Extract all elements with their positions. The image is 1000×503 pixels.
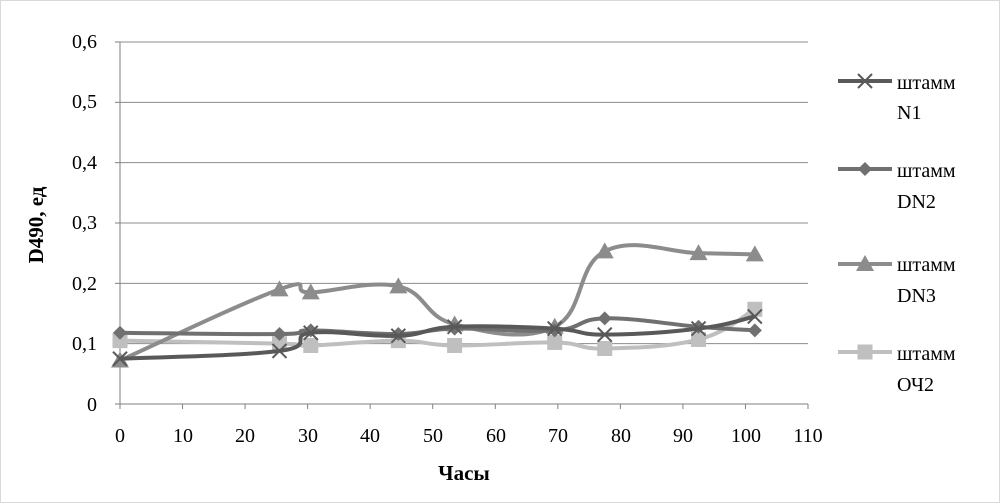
- gridlines: [120, 41, 808, 345]
- data-point-diamond: [272, 327, 287, 342]
- x-tick-label: 60: [486, 425, 506, 447]
- x-tick-label: 30: [298, 425, 318, 447]
- data-point-cross: [546, 320, 563, 337]
- data-point-cross: [597, 326, 613, 343]
- legend-label-line2: DN2: [897, 191, 936, 213]
- data-point-triangle: [389, 277, 408, 294]
- data-point-square: [691, 331, 707, 347]
- y-tick-label: 0,2: [72, 273, 97, 295]
- data-point-diamond: [597, 311, 612, 326]
- data-point-diamond: [858, 162, 872, 176]
- x-tick-label: 10: [173, 425, 193, 447]
- data-point-cross: [303, 325, 319, 341]
- data-point-cross: [747, 308, 763, 325]
- data-point-square: [547, 334, 563, 350]
- x-tick-label: 90: [673, 425, 693, 447]
- cross-stroke: [546, 320, 563, 337]
- y-tick-label: 0,3: [72, 212, 97, 234]
- series-3: [112, 301, 763, 356]
- data-point-triangle: [856, 255, 874, 271]
- x-tick-label: 110: [793, 425, 822, 447]
- legend-symbol-och2: [838, 344, 892, 360]
- legend-label-line2: N1: [897, 102, 921, 124]
- data-point-cross: [390, 328, 407, 344]
- data-point-square: [447, 337, 463, 353]
- data-point-diamond: [747, 323, 762, 338]
- cross-stroke: [747, 308, 763, 325]
- series-2: [111, 242, 764, 368]
- legend-label-line1: штамм: [897, 343, 956, 365]
- data-point-square: [597, 340, 613, 356]
- y-tick-label: 0,6: [72, 31, 97, 53]
- legend-symbol-n1: [838, 73, 892, 89]
- y-tick-labels: 0 0,1 0,2 0,3 0,4 0,5 0,6: [72, 31, 97, 416]
- x-tick-label: 0: [115, 425, 125, 447]
- cross-stroke: [857, 73, 873, 89]
- data-point-triangle: [689, 244, 708, 261]
- data-point-square: [112, 333, 128, 349]
- legend-label-line2: DN3: [897, 285, 936, 307]
- y-tick-label: 0: [87, 394, 97, 416]
- series-layer: [111, 242, 764, 368]
- data-point-cross: [857, 73, 873, 89]
- x-tick-label: 40: [360, 425, 380, 447]
- x-axis-title: Часы: [438, 461, 490, 485]
- y-axis-title: D490, ед: [24, 186, 48, 263]
- data-point-triangle: [301, 283, 320, 300]
- legend-symbol-dn3: [838, 255, 892, 271]
- x-tick-label: 70: [548, 425, 568, 447]
- data-point-diamond: [113, 325, 127, 340]
- legend-symbol-dn2: [838, 162, 892, 176]
- cross-stroke: [446, 319, 463, 335]
- data-point-triangle: [745, 245, 764, 262]
- x-tick-label: 80: [611, 425, 631, 447]
- data-point-cross: [690, 320, 707, 337]
- data-point-square: [857, 344, 873, 360]
- x-tick-label: 50: [423, 425, 443, 447]
- legend-label-line1: штамм: [897, 254, 956, 276]
- data-point-cross: [271, 343, 288, 359]
- legend-label-line2: ОЧ2: [897, 374, 934, 396]
- cross-stroke: [112, 351, 128, 367]
- cross-stroke: [303, 325, 319, 341]
- cross-stroke: [690, 320, 707, 337]
- cross-stroke: [390, 328, 407, 344]
- legend-label-line1: штамм: [897, 72, 956, 94]
- data-point-square: [747, 301, 763, 317]
- series-0: [112, 308, 763, 367]
- data-point-triangle: [270, 280, 289, 297]
- data-point-cross: [446, 319, 463, 335]
- x-tick-labels: 0 10 20 30 40 50 60 70 80 90 100 110: [115, 425, 823, 447]
- data-point-triangle: [595, 242, 614, 259]
- y-tick-label: 0,1: [72, 333, 97, 355]
- y-tick-label: 0,4: [72, 152, 97, 174]
- x-tick-label: 100: [731, 425, 761, 447]
- cross-stroke: [271, 343, 288, 359]
- legend: штамм N1 штамм DN2 штамм DN3 штамм ОЧ2: [838, 72, 956, 396]
- legend-label-line1: штамм: [897, 160, 956, 182]
- y-tick-label: 0,5: [72, 91, 97, 113]
- data-point-square: [303, 337, 319, 353]
- x-tick-label: 20: [235, 425, 255, 447]
- cross-stroke: [597, 326, 613, 343]
- data-point-cross: [112, 351, 128, 367]
